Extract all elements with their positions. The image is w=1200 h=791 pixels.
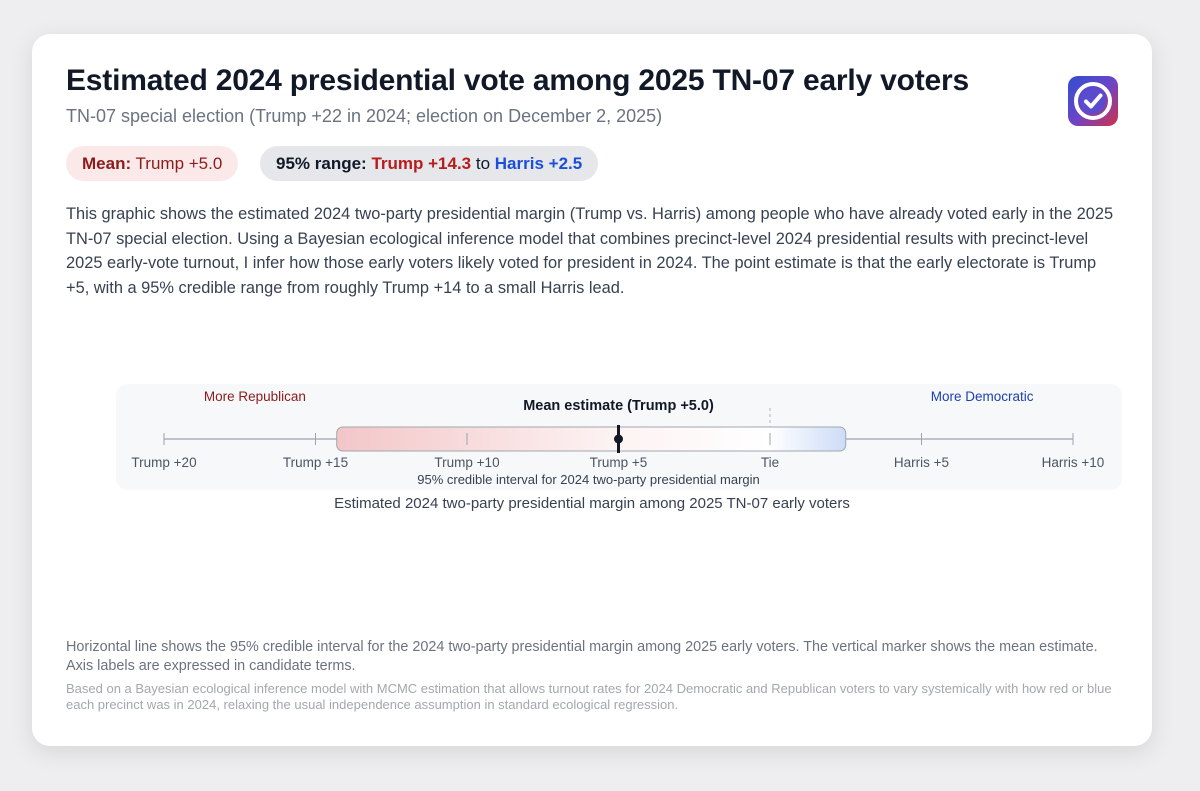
methodology-note: Based on a Bayesian ecological inference… <box>66 681 1112 712</box>
x-axis-label: Estimated 2024 two-party presidential ma… <box>334 495 850 512</box>
range-badge-high: Harris +2.5 <box>494 154 583 173</box>
mean-badge-label: Mean: <box>82 154 132 173</box>
chart-card: Estimated 2024 presidential vote among 2… <box>32 34 1152 746</box>
checkmark-badge-icon <box>1068 76 1118 126</box>
x-tick-label: Tie <box>761 455 779 470</box>
x-tick-label: Harris +5 <box>894 455 949 470</box>
mean-badge: Mean: Trump +5.0 <box>66 146 239 181</box>
range-badge: 95% range: Trump +14.3 to Harris +2.5 <box>260 146 599 181</box>
range-badge-label: 95% range: <box>276 154 367 173</box>
mean-point <box>614 434 623 444</box>
range-badge-to: to <box>475 154 491 173</box>
x-tick-label: Trump +5 <box>590 455 648 470</box>
range-badge-low: Trump +14.3 <box>371 154 472 173</box>
x-tick-label: Trump +10 <box>434 455 499 470</box>
x-tick-label: Trump +20 <box>131 455 196 470</box>
chart-footnote: Horizontal line shows the 95% credible i… <box>66 639 1098 674</box>
page-title: Estimated 2024 presidential vote among 2… <box>66 64 969 97</box>
interval-chart: Trump +20 Trump +15 Trump +10 Trump +5 Tie Ha… <box>131 389 1105 487</box>
checkmark-badge-graphic <box>1074 82 1112 120</box>
more-republican-label: More Republican <box>204 389 306 404</box>
mean-badge-value: Trump +5.0 <box>135 154 223 173</box>
mean-estimate-label: Mean estimate (Trump +5.0) <box>523 398 714 414</box>
credible-interval-band <box>336 426 847 452</box>
x-tick-label: Trump +15 <box>283 455 348 470</box>
more-democratic-label: More Democratic <box>931 389 1034 404</box>
interval-label: 95% credible interval for 2024 two-party… <box>417 472 760 487</box>
page-subtitle: TN-07 special election (Trump +22 in 202… <box>66 106 663 126</box>
description-text: This graphic shows the estimated 2024 tw… <box>66 205 1114 297</box>
x-tick-label: Harris +10 <box>1042 455 1105 470</box>
